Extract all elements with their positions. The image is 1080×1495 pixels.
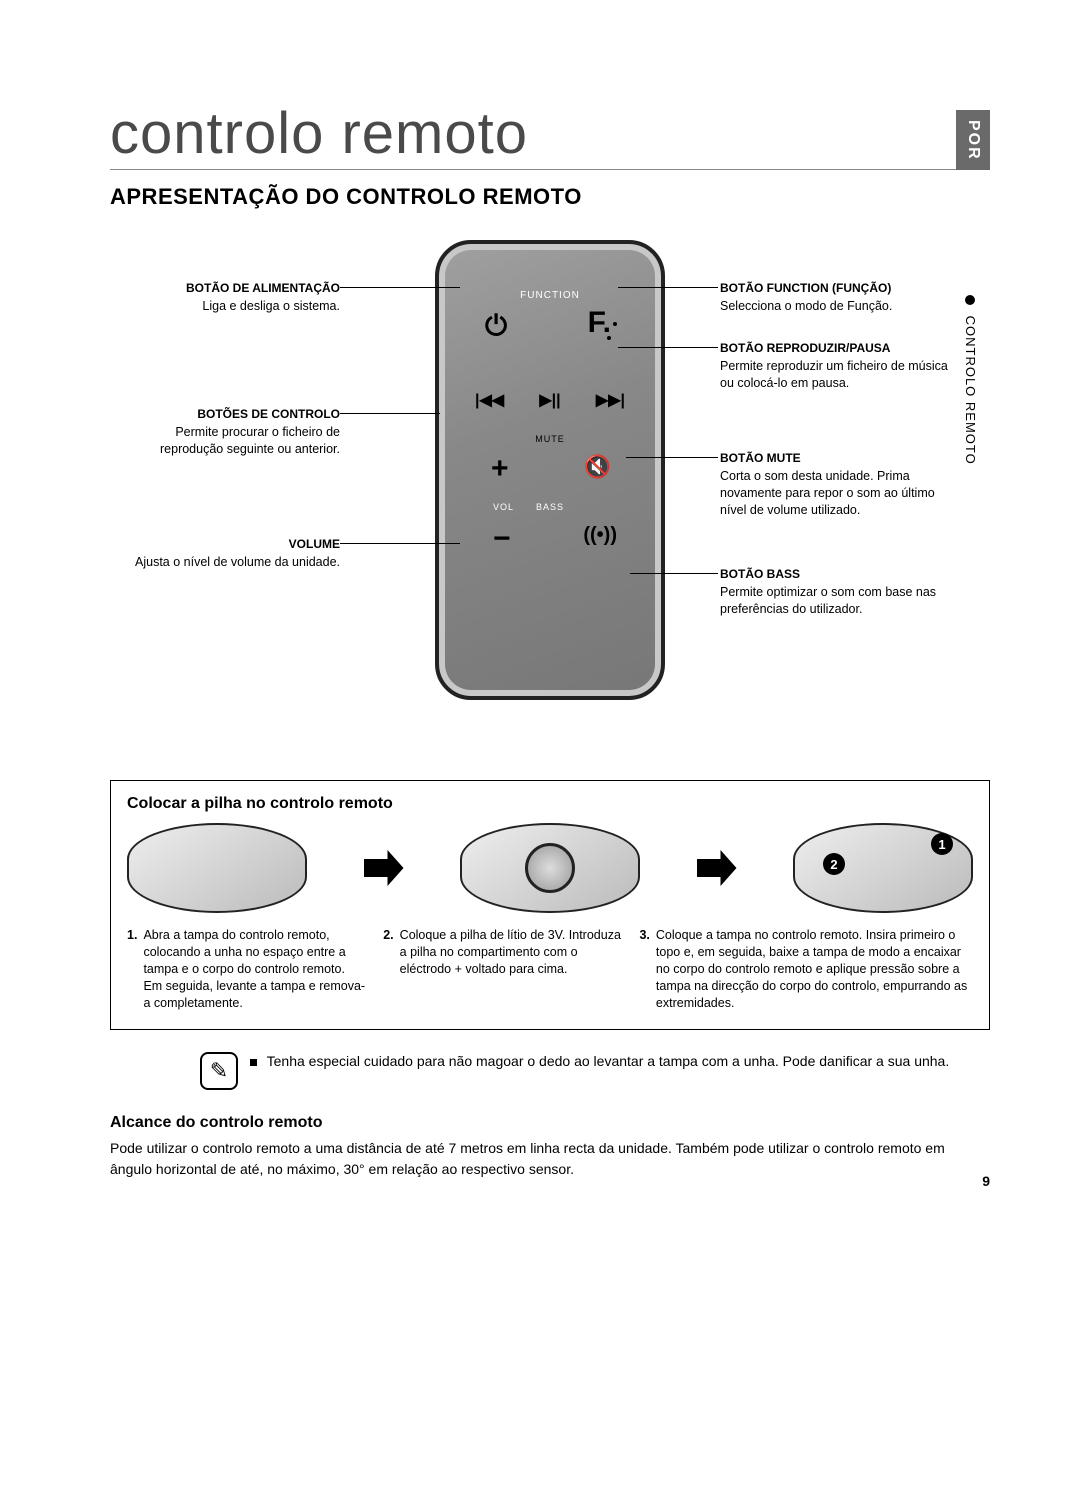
callout-title: BOTÃO MUTE: [720, 450, 950, 466]
page-number: 9: [982, 1173, 990, 1189]
callout-title: BOTÃO DE ALIMENTAÇÃO: [110, 280, 340, 296]
function-label: FUNCTION: [520, 290, 580, 301]
callout-title: VOLUME: [110, 536, 340, 552]
callout-desc: Permite optimizar o som com base nas pre…: [720, 584, 950, 618]
callout-play: BOTÃO REPRODUZIR/PAUSA Permite reproduzi…: [720, 340, 950, 392]
step-number: 3.: [639, 927, 649, 1011]
battery-title: Colocar a pilha no controlo remoto: [127, 795, 973, 813]
dot-icon: [607, 336, 611, 340]
power-icon: ⏻: [485, 310, 507, 343]
callout-desc: Permite reproduzir um ficheiro de música…: [720, 358, 950, 392]
page-title: controlo remoto: [110, 100, 990, 170]
volume-up-icon: +: [491, 452, 509, 486]
battery-step: 1. Abra a tampa do controlo remoto, colo…: [127, 927, 365, 1011]
battery-images-row: 1 2: [127, 823, 973, 913]
callout-desc: Corta o som desta unidade. Prima novamen…: [720, 468, 950, 519]
number-badge-1: 1: [931, 833, 953, 855]
callout-title: BOTÃO FUNCTION (FUNÇÃO): [720, 280, 950, 296]
volume-down-icon: −: [493, 522, 511, 556]
step-text: Coloque a tampa no controlo remoto. Insi…: [656, 927, 973, 1011]
next-icon: ▶▶|: [596, 390, 625, 410]
bullet-icon: [250, 1059, 257, 1066]
range-title: Alcance do controlo remoto: [110, 1114, 990, 1132]
battery-steps: 1. Abra a tampa do controlo remoto, colo…: [127, 927, 973, 1011]
bass-label: BASS: [536, 502, 564, 512]
callout-control: BOTÕES DE CONTROLO Permite procurar o fi…: [110, 406, 340, 458]
arrow-icon: [364, 850, 404, 886]
page: POR CONTROLO REMOTO controlo remoto APRE…: [0, 0, 1080, 1239]
section-title: APRESENTAÇÃO DO CONTROLO REMOTO: [110, 184, 990, 210]
mute-label: MUTE: [535, 434, 565, 444]
callout-desc: Ajusta o nível de volume da unidade.: [110, 554, 340, 571]
battery-step1-image: [127, 823, 307, 913]
leader-line: [630, 573, 718, 574]
dot-icon: [613, 322, 617, 326]
callout-desc: Permite procurar o ficheiro de reproduçã…: [110, 424, 340, 458]
remote-body: FUNCTION ⏻ F. |◀◀ ▶|| ▶▶| MUTE + 🔇 VOL B…: [435, 240, 665, 700]
step-number: 2.: [383, 927, 393, 1011]
leader-line: [618, 347, 718, 348]
callout-desc: Liga e desliga o sistema.: [110, 298, 340, 315]
language-label: POR: [964, 120, 982, 161]
number-badge-2: 2: [823, 853, 845, 875]
vol-label: VOL: [493, 502, 514, 512]
prev-icon: |◀◀: [475, 390, 504, 410]
step-text: Abra a tampa do controlo remoto, colocan…: [143, 927, 365, 1011]
callout-power: BOTÃO DE ALIMENTAÇÃO Liga e desliga o si…: [110, 280, 340, 315]
callout-desc: Selecciona o modo de Função.: [720, 298, 950, 315]
callout-title: BOTÕES DE CONTROLO: [110, 406, 340, 422]
step-number: 1.: [127, 927, 137, 1011]
leader-line: [340, 543, 460, 544]
callout-function: BOTÃO FUNCTION (FUNÇÃO) Selecciona o mod…: [720, 280, 950, 315]
battery-step: 3. Coloque a tampa no controlo remoto. I…: [639, 927, 973, 1011]
note-text: Tenha especial cuidado para não magoar o…: [267, 1053, 950, 1069]
note-row: ✎ Tenha especial cuidado para não magoar…: [200, 1052, 990, 1090]
play-pause-icon: ▶||: [539, 390, 560, 410]
function-icon: F.: [588, 306, 611, 340]
range-text: Pode utilizar o controlo remoto a uma di…: [110, 1138, 990, 1179]
remote-diagram: FUNCTION ⏻ F. |◀◀ ▶|| ▶▶| MUTE + 🔇 VOL B…: [110, 240, 990, 760]
mute-icon: 🔇: [584, 454, 611, 480]
leader-line: [340, 413, 440, 414]
battery-step2-image: [460, 823, 640, 913]
leader-line: [626, 457, 718, 458]
step-text: Coloque a pilha de lítio de 3V. Introduz…: [400, 927, 622, 1011]
bass-icon: ((•)): [583, 524, 617, 547]
callout-title: BOTÃO BASS: [720, 566, 950, 582]
callout-bass: BOTÃO BASS Permite optimizar o som com b…: [720, 566, 950, 618]
language-tab: POR: [956, 110, 990, 170]
battery-step3-image: 1 2: [793, 823, 973, 913]
callout-title: BOTÃO REPRODUZIR/PAUSA: [720, 340, 950, 356]
battery-step: 2. Coloque a pilha de lítio de 3V. Intro…: [383, 927, 621, 1011]
leader-line: [618, 287, 718, 288]
callout-mute: BOTÃO MUTE Corta o som desta unidade. Pr…: [720, 450, 950, 519]
arrow-icon: [697, 850, 737, 886]
callout-volume: VOLUME Ajusta o nível de volume da unida…: [110, 536, 340, 571]
leader-line: [340, 287, 460, 288]
battery-box: Colocar a pilha no controlo remoto 1 2 1…: [110, 780, 990, 1030]
note-text-container: Tenha especial cuidado para não magoar o…: [250, 1052, 949, 1090]
note-icon: ✎: [200, 1052, 238, 1090]
